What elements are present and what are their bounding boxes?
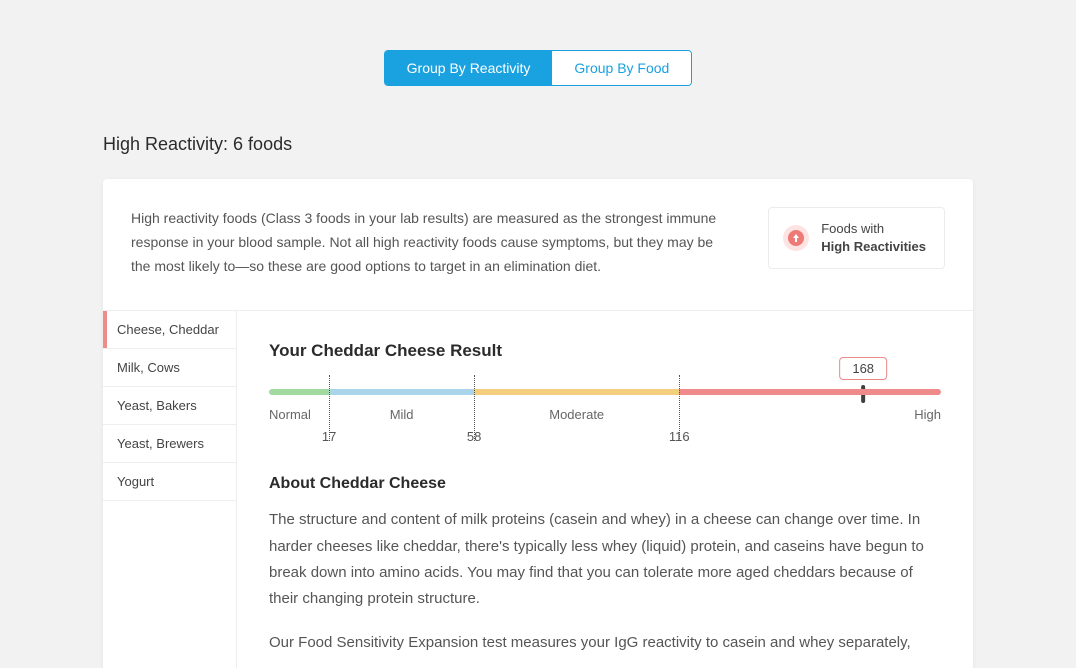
gauge-range-label: Moderate: [549, 407, 604, 422]
results-card: High reactivity foods (Class 3 foods in …: [103, 179, 973, 668]
content-container: High Reactivity: 6 foods High reactivity…: [103, 134, 973, 668]
badge-line1: Foods with: [821, 221, 884, 236]
gauge-range-label: High: [914, 407, 941, 422]
gauge-segment: [474, 389, 679, 395]
gauge-range-label: Normal: [269, 407, 311, 422]
sidebar-item-cheese-cheddar[interactable]: Cheese, Cheddar: [103, 311, 236, 349]
gauge-track: [269, 389, 941, 395]
toggle-food[interactable]: Group By Food: [552, 51, 691, 85]
sidebar-item-milk-cows[interactable]: Milk, Cows: [103, 349, 236, 387]
detail-panel: Your Cheddar Cheese Result 168 NormalMil…: [237, 311, 973, 668]
toggle-group-wrap: Group By Reactivity Group By Food: [0, 50, 1076, 86]
gauge-segment: [269, 389, 329, 395]
about-section: About Cheddar Cheese The structure and c…: [269, 475, 941, 656]
food-sidebar: Cheese, Cheddar Milk, Cows Yeast, Bakers…: [103, 311, 237, 668]
page: Group By Reactivity Group By Food High R…: [0, 0, 1076, 668]
arrow-up-icon: [783, 225, 809, 251]
body-row: Cheese, Cheddar Milk, Cows Yeast, Bakers…: [103, 311, 973, 668]
about-paragraph-2: Our Food Sensitivity Expansion test meas…: [269, 630, 941, 656]
gauge-marker: 168: [839, 357, 887, 380]
gauge-segment: [329, 389, 474, 395]
sidebar-item-yeast-bakers[interactable]: Yeast, Bakers: [103, 387, 236, 425]
toggle-group: Group By Reactivity Group By Food: [384, 50, 693, 86]
gauge-range-label: Mild: [390, 407, 414, 422]
badge-text: Foods with High Reactivities: [821, 220, 926, 256]
gauge-value-badge: 168: [839, 357, 887, 380]
reactivity-gauge: 168: [269, 389, 941, 395]
intro-row: High reactivity foods (Class 3 foods in …: [103, 179, 973, 311]
about-heading: About Cheddar Cheese: [269, 475, 941, 493]
sidebar-item-yogurt[interactable]: Yogurt: [103, 463, 236, 501]
gauge-tick-label: 17: [322, 429, 336, 444]
about-paragraph-1: The structure and content of milk protei…: [269, 507, 941, 612]
gauge-labels: Normal Mild Moderate High 17 58 116: [269, 407, 941, 447]
badge-line2: High Reactivities: [821, 239, 926, 254]
gauge-tick-label: 116: [669, 429, 690, 444]
intro-text: High reactivity foods (Class 3 foods in …: [131, 207, 728, 278]
sidebar-item-yeast-brewers[interactable]: Yeast, Brewers: [103, 425, 236, 463]
gauge-segment: [679, 389, 941, 395]
gauge-tick-label: 58: [467, 429, 481, 444]
high-reactivity-badge: Foods with High Reactivities: [768, 207, 945, 269]
section-title: High Reactivity: 6 foods: [103, 134, 973, 155]
toggle-reactivity[interactable]: Group By Reactivity: [385, 51, 553, 85]
